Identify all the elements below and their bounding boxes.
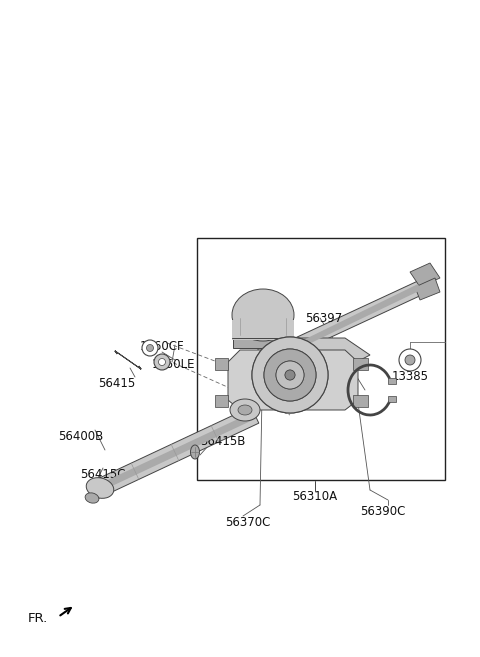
Circle shape [399,349,421,371]
Text: 1350LE: 1350LE [152,358,195,371]
Text: 56310A: 56310A [292,490,337,503]
Text: 56400B: 56400B [58,430,103,443]
Polygon shape [285,284,421,354]
Ellipse shape [191,445,200,459]
Bar [388,378,396,384]
Circle shape [252,337,328,413]
Polygon shape [258,338,370,368]
Polygon shape [410,263,440,287]
Circle shape [276,361,304,389]
Bar [215,395,228,407]
Text: 1360CF: 1360CF [140,340,185,353]
Text: FR.: FR. [28,612,48,625]
Bar [197,238,445,480]
Polygon shape [94,412,256,493]
Text: 56415: 56415 [98,377,135,390]
Bar [353,395,368,407]
Circle shape [285,370,295,380]
Polygon shape [91,407,259,498]
Bar [353,358,368,370]
Circle shape [158,359,166,365]
Circle shape [276,361,304,389]
Circle shape [264,349,316,401]
Polygon shape [280,280,426,358]
Text: 56415B: 56415B [200,435,245,448]
Circle shape [142,340,158,356]
Text: 56415C: 56415C [80,468,125,481]
Ellipse shape [238,405,252,415]
Bar [232,320,294,340]
Circle shape [285,370,295,380]
Polygon shape [415,278,440,300]
Circle shape [154,354,170,370]
Bar [388,396,396,402]
Circle shape [146,344,154,351]
Bar [233,330,293,348]
Text: 56397: 56397 [305,312,342,325]
Bar [215,358,228,370]
Circle shape [264,349,316,401]
Ellipse shape [85,493,99,503]
Circle shape [405,355,415,365]
Ellipse shape [230,399,260,421]
Ellipse shape [86,478,114,498]
Text: 13385: 13385 [392,370,429,383]
Circle shape [252,337,328,413]
Ellipse shape [232,289,294,341]
Text: 56390C: 56390C [360,505,406,518]
Text: 56370C: 56370C [225,516,270,529]
Polygon shape [228,350,358,410]
Polygon shape [115,351,141,369]
